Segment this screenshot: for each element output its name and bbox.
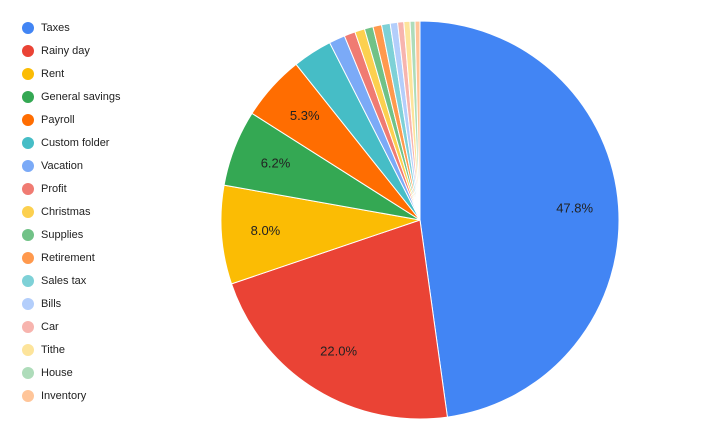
legend-label: Inventory	[41, 390, 87, 402]
legend-label: Payroll	[41, 114, 75, 126]
legend-marker	[22, 229, 34, 241]
legend-label: Custom folder	[41, 137, 110, 149]
legend-marker	[22, 91, 34, 103]
legend-label: Rainy day	[41, 45, 90, 57]
slice-label: 47.8%	[556, 201, 593, 216]
legend-label: Tithe	[41, 344, 65, 356]
legend-marker	[22, 183, 34, 195]
legend-marker	[22, 344, 34, 356]
legend-marker	[22, 68, 34, 80]
slice-label: 22.0%	[320, 343, 357, 358]
legend-marker	[22, 22, 34, 34]
pie-slice	[220, 184, 421, 285]
legend-marker	[22, 137, 34, 149]
legend-label: Christmas	[41, 206, 91, 218]
legend-marker	[22, 114, 34, 126]
legend-label: Retirement	[41, 252, 95, 264]
legend-marker	[22, 160, 34, 172]
legend-label: House	[41, 367, 73, 379]
slice-label: 6.2%	[261, 155, 291, 170]
legend-marker	[22, 45, 34, 57]
pie-slice	[414, 20, 421, 221]
legend-label: Profit	[41, 183, 67, 195]
slice-label: 8.0%	[251, 223, 281, 238]
pie-slice	[419, 20, 620, 418]
legend-label: Sales tax	[41, 275, 87, 287]
legend-label: Car	[41, 321, 59, 333]
legend-marker	[22, 206, 34, 218]
legend-marker	[22, 390, 34, 402]
legend-label: Vacation	[41, 160, 83, 172]
legend-marker	[22, 298, 34, 310]
legend-label: Bills	[41, 298, 62, 310]
legend-marker	[22, 275, 34, 287]
legend-label: Taxes	[41, 22, 70, 34]
legend-label: Rent	[41, 68, 64, 80]
legend-label: General savings	[41, 91, 121, 103]
legend-marker	[22, 367, 34, 379]
legend-marker	[22, 321, 34, 333]
legend-marker	[22, 252, 34, 264]
legend-label: Supplies	[41, 229, 84, 241]
pie-slice	[230, 219, 448, 420]
slice-label: 5.3%	[290, 108, 320, 123]
